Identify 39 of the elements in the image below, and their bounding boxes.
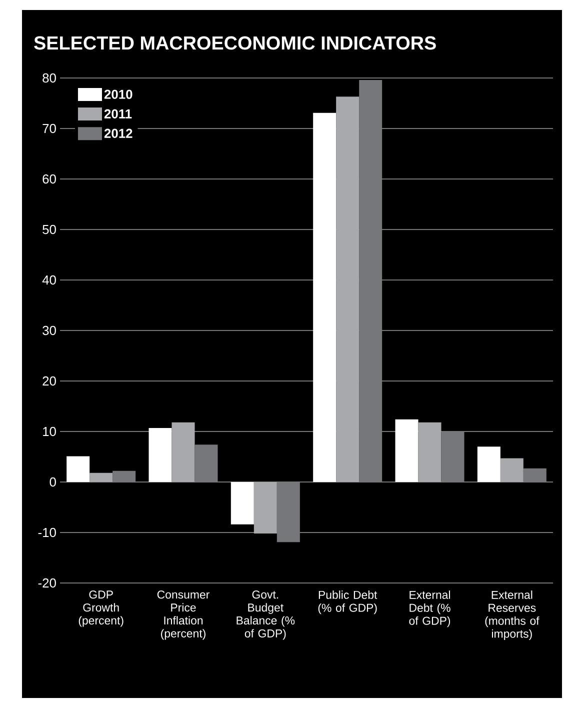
bar xyxy=(395,419,418,482)
y-tick-label: 70 xyxy=(42,124,56,134)
bar xyxy=(441,431,464,482)
chart-title: SELECTED MACROECONOMIC INDICATORS xyxy=(34,36,436,50)
bar xyxy=(359,80,382,482)
bar xyxy=(336,96,360,482)
bar xyxy=(523,468,546,482)
y-tick-label: 0 xyxy=(50,477,56,487)
y-tick-label: -10 xyxy=(38,528,56,538)
x-tick-label: External Debt (% of GDP) xyxy=(409,590,450,628)
bar xyxy=(112,470,136,482)
x-tick-label: Govt. Budget Balance (% of GDP) xyxy=(236,590,295,640)
y-tick-label: -20 xyxy=(38,578,56,588)
y-tick-label: 50 xyxy=(42,224,56,234)
x-tick-label: GDP Growth (percent) xyxy=(78,590,124,627)
bar xyxy=(313,112,336,482)
bar xyxy=(66,456,90,482)
bar xyxy=(194,444,218,482)
y-tick-label: 20 xyxy=(42,376,56,386)
bar xyxy=(90,472,113,482)
bar xyxy=(276,482,300,542)
legend-label: 2011 xyxy=(104,109,132,118)
x-tick-label: Consumer Price Inflation (percent) xyxy=(157,590,210,640)
x-tick-label: External Reserves (months of imports) xyxy=(485,590,540,640)
bar xyxy=(148,428,172,482)
y-tick-label: 60 xyxy=(42,174,56,184)
x-tick-label: Public Debt (% of GDP) xyxy=(318,590,378,614)
bar xyxy=(172,422,195,482)
bar xyxy=(254,482,277,534)
bar xyxy=(230,482,254,524)
bar xyxy=(477,446,500,482)
y-tick-label: 30 xyxy=(42,326,56,336)
y-tick-label: 40 xyxy=(42,275,56,285)
y-tick-label: 80 xyxy=(42,73,56,83)
legend-label: 2010 xyxy=(104,90,132,99)
y-tick-label: 10 xyxy=(43,426,56,436)
bar xyxy=(418,422,442,482)
bar xyxy=(500,458,524,482)
legend-label: 2012 xyxy=(104,128,132,138)
